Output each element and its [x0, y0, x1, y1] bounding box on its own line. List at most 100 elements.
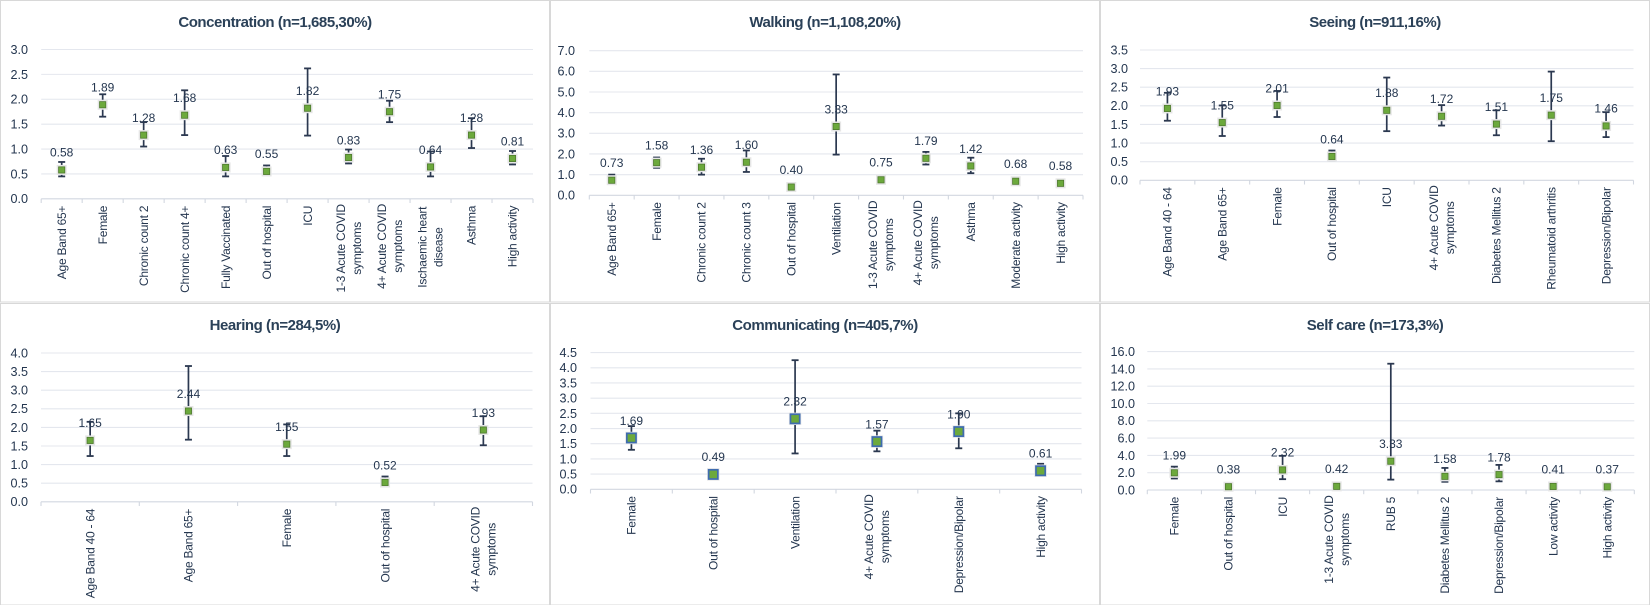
svg-text:Ventilation: Ventilation — [829, 202, 843, 255]
svg-text:Depression/Bipolar: Depression/Bipolar — [1492, 496, 1506, 593]
svg-text:6.0: 6.0 — [557, 65, 575, 79]
svg-text:0.38: 0.38 — [1217, 462, 1241, 476]
svg-text:Communicating (n=405,7%): Communicating (n=405,7%) — [732, 317, 918, 334]
svg-text:1.88: 1.88 — [1375, 86, 1399, 100]
svg-text:4+ Acute COVID: 4+ Acute COVID — [911, 200, 925, 285]
svg-text:1.0: 1.0 — [10, 142, 28, 156]
svg-text:0.0: 0.0 — [559, 482, 577, 496]
svg-text:0.5: 0.5 — [10, 476, 28, 490]
svg-text:Chronic count 2: Chronic count 2 — [137, 205, 151, 286]
svg-text:0.63: 0.63 — [214, 143, 238, 157]
svg-text:14.0: 14.0 — [1110, 362, 1135, 376]
svg-text:2.0: 2.0 — [1117, 466, 1135, 480]
svg-text:1.0: 1.0 — [559, 452, 577, 466]
svg-text:2.5: 2.5 — [10, 402, 28, 416]
svg-text:Fully Vaccinated: Fully Vaccinated — [219, 206, 233, 289]
svg-text:symptoms: symptoms — [350, 222, 364, 275]
svg-text:ICU: ICU — [301, 206, 315, 226]
svg-text:Age Band 65+: Age Band 65+ — [55, 206, 69, 280]
svg-text:3.5: 3.5 — [1110, 43, 1128, 57]
svg-text:1.5: 1.5 — [559, 437, 577, 451]
svg-text:Out of hospital: Out of hospital — [260, 206, 274, 280]
svg-text:1.79: 1.79 — [914, 134, 938, 148]
svg-text:1.55: 1.55 — [1211, 98, 1235, 112]
svg-text:symptoms: symptoms — [391, 220, 405, 273]
svg-text:4+ Acute COVID: 4+ Acute COVID — [862, 493, 876, 578]
svg-text:0.58: 0.58 — [1049, 159, 1073, 173]
svg-text:High activity: High activity — [1034, 496, 1048, 558]
svg-text:0.64: 0.64 — [1320, 132, 1344, 146]
svg-text:Age Band 65+: Age Band 65+ — [1215, 187, 1229, 261]
svg-text:1.36: 1.36 — [690, 143, 714, 157]
svg-text:Rheumatoid arthritis: Rheumatoid arthritis — [1544, 187, 1558, 290]
svg-text:Out of hospital: Out of hospital — [1325, 187, 1339, 261]
svg-text:2.5: 2.5 — [559, 406, 577, 420]
svg-text:1.28: 1.28 — [132, 111, 156, 125]
svg-text:1-3 Acute COVID: 1-3 Acute COVID — [1322, 494, 1336, 583]
svg-text:symptoms: symptoms — [927, 216, 941, 269]
svg-text:2.0: 2.0 — [1110, 99, 1128, 113]
svg-text:Diabetes Mellitus 2: Diabetes Mellitus 2 — [1490, 187, 1504, 284]
svg-text:1.78: 1.78 — [1487, 450, 1511, 464]
svg-text:1.69: 1.69 — [620, 413, 644, 427]
svg-text:1.0: 1.0 — [557, 168, 575, 182]
svg-text:1.60: 1.60 — [735, 138, 759, 152]
svg-text:1.5: 1.5 — [10, 118, 28, 132]
svg-text:2.32: 2.32 — [783, 394, 807, 408]
svg-text:Low activity: Low activity — [1546, 496, 1560, 555]
svg-text:1.0: 1.0 — [1110, 136, 1128, 150]
svg-text:Age Band 65+: Age Band 65+ — [182, 508, 196, 582]
svg-text:3.5: 3.5 — [559, 376, 577, 390]
svg-text:Asthma: Asthma — [465, 205, 479, 245]
svg-text:1.42: 1.42 — [959, 142, 983, 156]
svg-text:16.0: 16.0 — [1110, 345, 1135, 359]
svg-text:2.5: 2.5 — [10, 68, 28, 82]
svg-text:Female: Female — [650, 202, 664, 241]
svg-text:Depression/Bipolar: Depression/Bipolar — [1599, 187, 1613, 284]
svg-text:Female: Female — [280, 508, 294, 547]
svg-text:0.75: 0.75 — [869, 156, 893, 170]
svg-text:Out of hospital: Out of hospital — [1222, 497, 1236, 571]
svg-text:Moderate activity: Moderate activity — [1009, 202, 1023, 289]
svg-text:Chronic count 3: Chronic count 3 — [740, 202, 754, 283]
svg-text:Diabetes Mellitus 2: Diabetes Mellitus 2 — [1438, 496, 1452, 593]
svg-text:0.55: 0.55 — [255, 147, 279, 161]
svg-text:3.33: 3.33 — [824, 102, 848, 116]
svg-text:1.82: 1.82 — [296, 84, 320, 98]
svg-text:0.0: 0.0 — [10, 495, 28, 509]
svg-text:1.72: 1.72 — [1430, 92, 1454, 106]
svg-text:0.0: 0.0 — [557, 189, 575, 203]
svg-text:2.5: 2.5 — [1110, 81, 1128, 95]
svg-text:symptoms: symptoms — [485, 522, 499, 575]
svg-text:7.0: 7.0 — [557, 44, 575, 58]
svg-text:1.75: 1.75 — [1540, 91, 1564, 105]
svg-text:0.0: 0.0 — [1110, 174, 1128, 188]
svg-text:0.73: 0.73 — [600, 156, 624, 170]
svg-text:0.40: 0.40 — [780, 163, 804, 177]
svg-text:1.28: 1.28 — [460, 111, 484, 125]
svg-text:1.68: 1.68 — [173, 91, 197, 105]
svg-text:Ischaemic heart: Ischaemic heart — [416, 206, 430, 288]
svg-text:1.90: 1.90 — [947, 407, 971, 421]
svg-text:1.51: 1.51 — [1485, 100, 1509, 114]
svg-text:2.0: 2.0 — [557, 147, 575, 161]
svg-text:3.0: 3.0 — [10, 383, 28, 397]
svg-text:4+ Acute COVID: 4+ Acute COVID — [375, 203, 389, 288]
svg-text:1.75: 1.75 — [378, 88, 402, 102]
svg-text:1-3 Acute COVID: 1-3 Acute COVID — [334, 204, 348, 293]
svg-text:0.52: 0.52 — [373, 458, 397, 472]
svg-text:8.0: 8.0 — [1117, 414, 1135, 428]
svg-text:Age Band 65+: Age Band 65+ — [605, 202, 619, 276]
svg-text:ICU: ICU — [1276, 497, 1290, 517]
svg-text:Out of hospital: Out of hospital — [706, 496, 720, 570]
svg-text:1.57: 1.57 — [865, 417, 889, 431]
svg-text:12.0: 12.0 — [1110, 379, 1135, 393]
svg-text:Chronic count 4+: Chronic count 4+ — [178, 206, 192, 293]
svg-text:Female: Female — [96, 205, 110, 244]
svg-text:4+ Acute COVID: 4+ Acute COVID — [469, 506, 483, 591]
svg-text:3.0: 3.0 — [10, 43, 28, 57]
svg-text:Female: Female — [1168, 496, 1182, 535]
svg-text:3.5: 3.5 — [10, 365, 28, 379]
svg-text:1.46: 1.46 — [1594, 102, 1618, 116]
svg-text:2.32: 2.32 — [1271, 445, 1295, 459]
